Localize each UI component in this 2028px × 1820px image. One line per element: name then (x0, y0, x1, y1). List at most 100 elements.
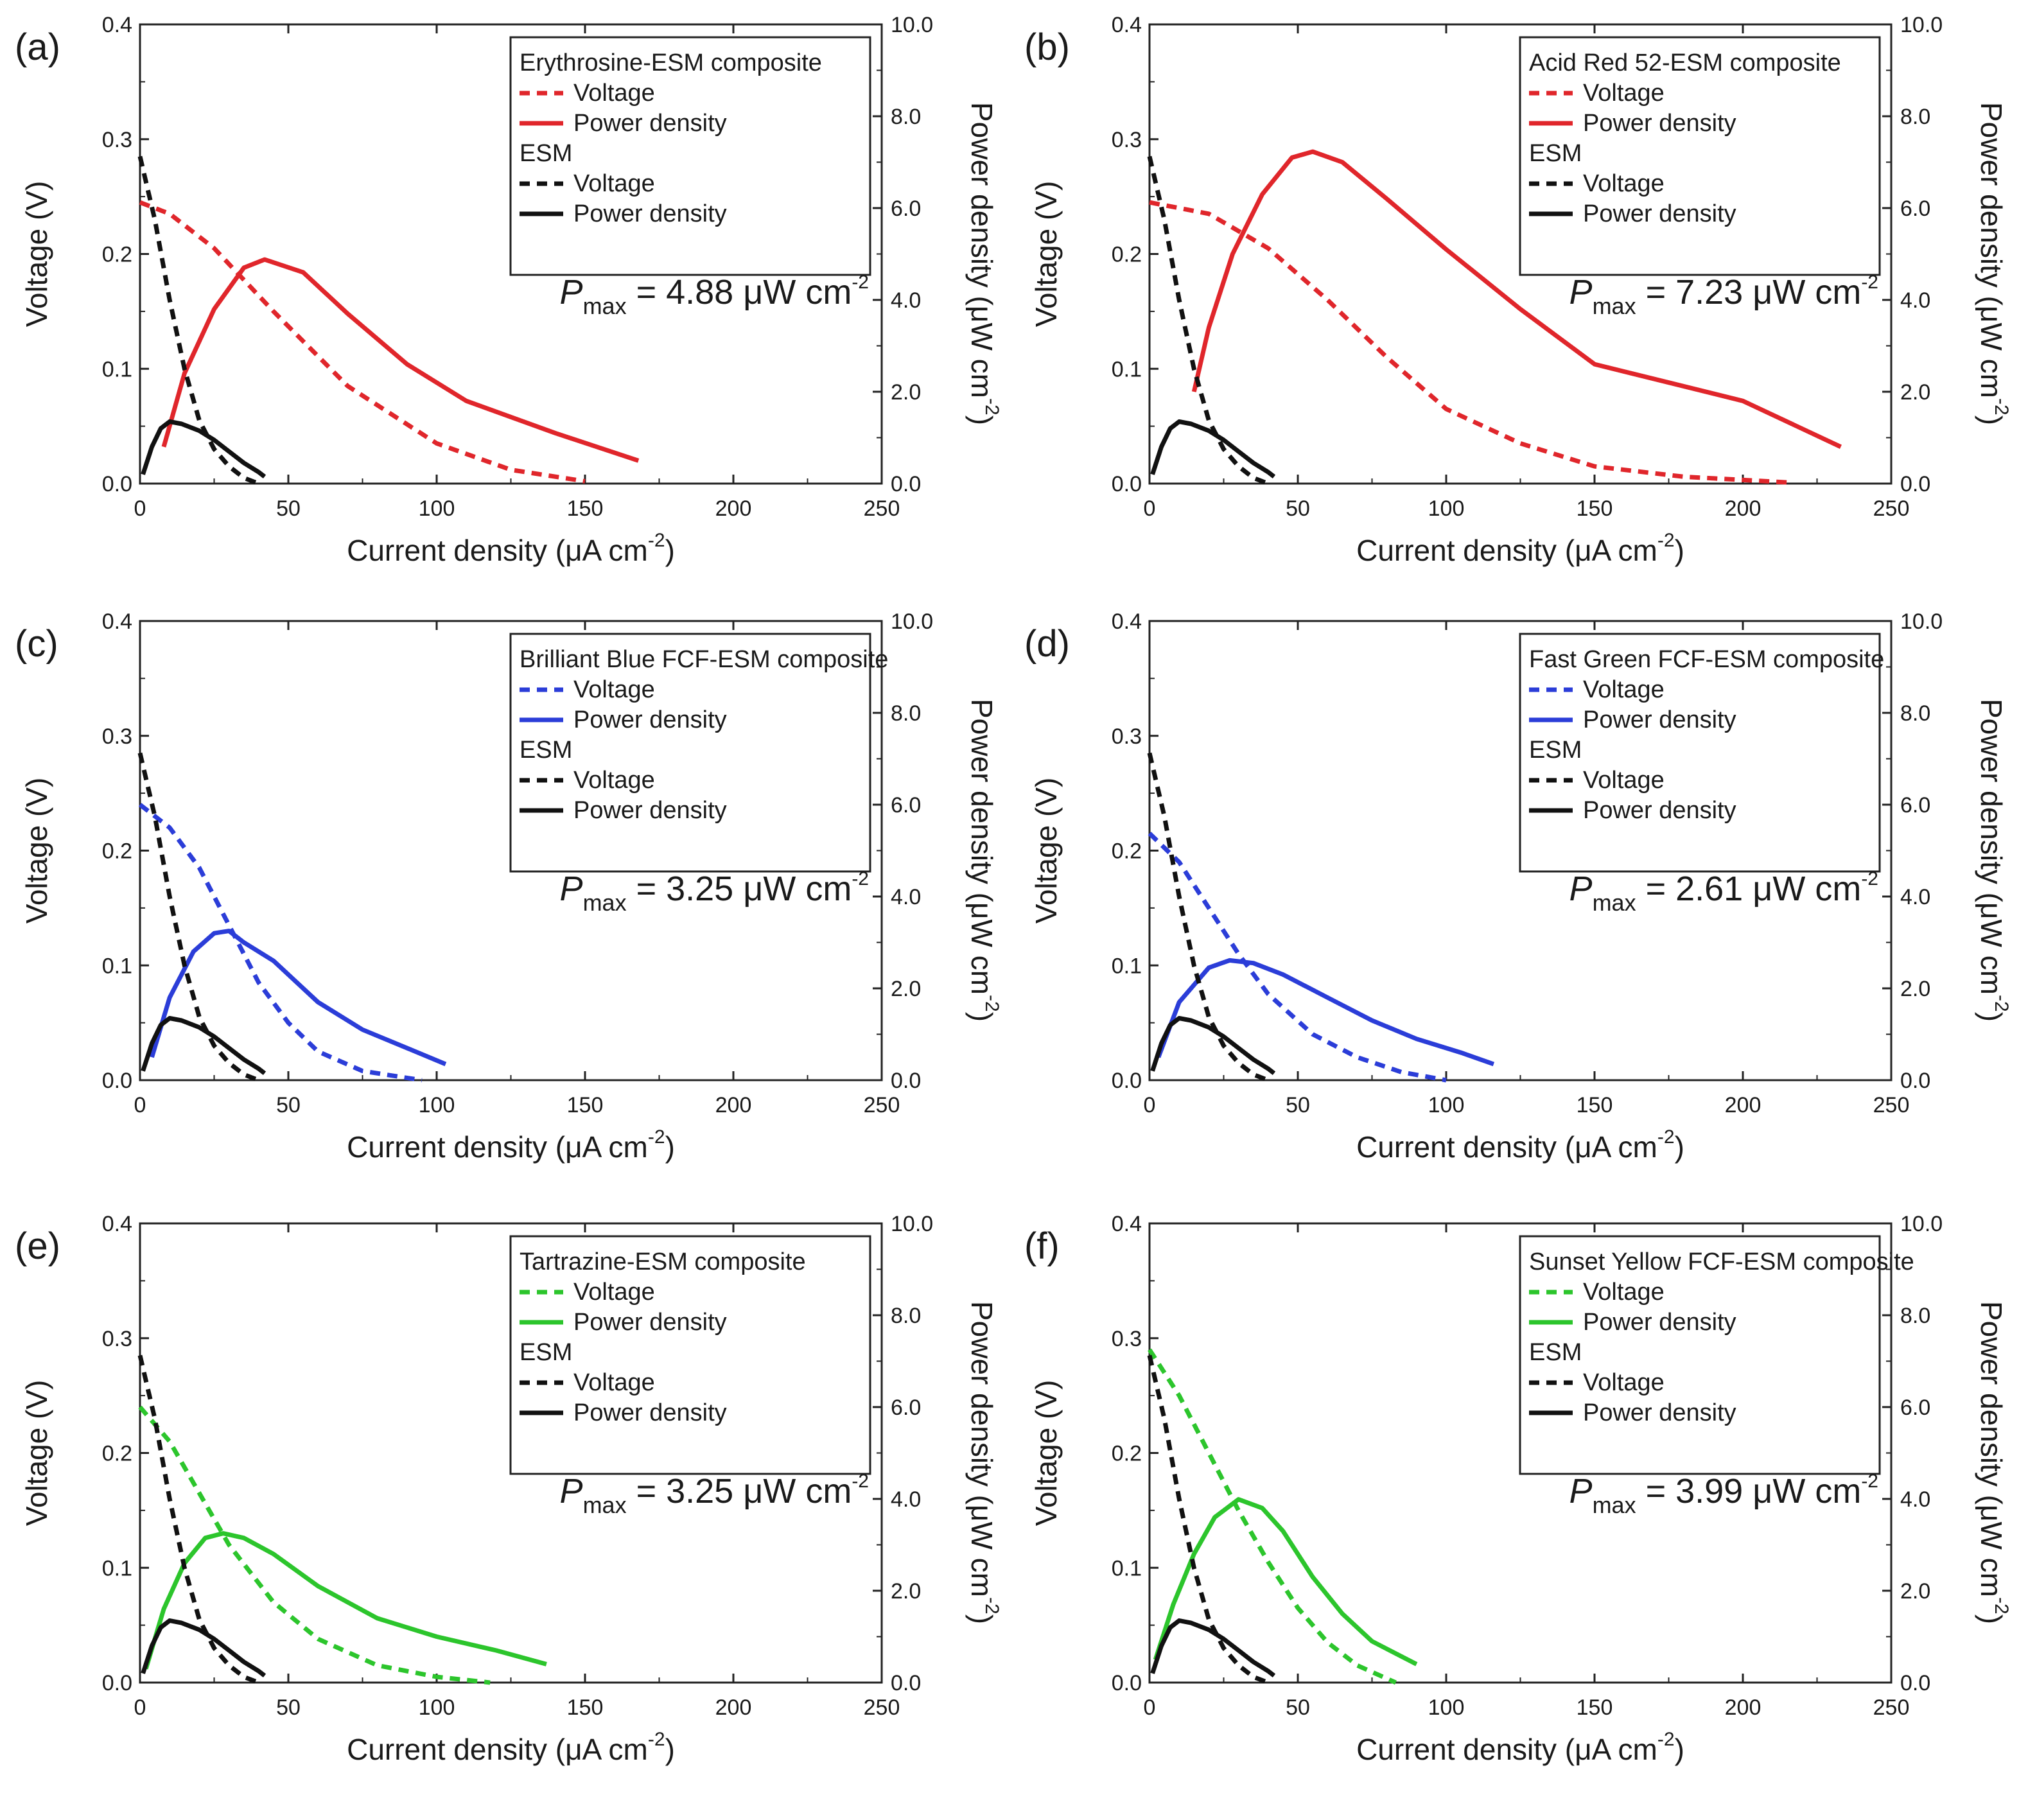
x-axis-title-end: ) (665, 1733, 675, 1766)
x-tick-label: 50 (1286, 1093, 1310, 1117)
pmax-symbol: P (1569, 1472, 1593, 1510)
y-left-tick-label: 0.4 (102, 13, 132, 37)
x-axis-title-end: ) (1675, 1130, 1684, 1164)
series-esm-voltage (137, 155, 260, 486)
x-axis-title: Current density (μA cm-2) (347, 1729, 675, 1766)
x-tick-label: 0 (1144, 1093, 1156, 1117)
y-right-tick-label: 4.0 (1900, 1487, 1930, 1512)
legend-esm-power-label: Power density (1583, 1399, 1736, 1426)
legend: Acid Red 52-ESM compositeESMVoltagePower… (1519, 36, 1881, 276)
y-right-axis-title-main: Power density (μW cm (1975, 699, 2008, 995)
pmax-value: = 7.23 (1636, 273, 1753, 311)
series-esm-voltage (1147, 155, 1270, 486)
y-right-tick-label: 6.0 (891, 1396, 921, 1420)
y-left-axis-title: Voltage (V) (20, 181, 53, 328)
y-left-tick-label: 0.4 (1112, 609, 1142, 634)
pmax-unit-sup: -2 (852, 272, 869, 293)
x-tick-label: 50 (1286, 496, 1310, 521)
x-axis-title: Current density (μA cm-2) (1356, 1126, 1684, 1164)
x-tick-label: 50 (276, 496, 301, 521)
legend-esm-voltage-label: Voltage (573, 170, 655, 197)
panel-label: (d) (1024, 623, 1070, 665)
x-axis-title-sup: -2 (648, 530, 665, 551)
y-left-tick-label: 0.0 (1112, 472, 1142, 496)
y-right-axis-title: Power density (μW cm-2) (965, 1301, 1002, 1624)
pmax-value: = 3.25 (627, 870, 744, 908)
y-right-axis-title: Power density (μW cm-2) (965, 699, 1002, 1022)
pmax-unit-sup: -2 (852, 1471, 869, 1492)
y-right-tick-label: 0.0 (891, 1671, 921, 1695)
y-left-tick-label: 0.3 (102, 128, 132, 152)
pmax-subscript: max (583, 293, 627, 319)
series-esm-power-density (1150, 1618, 1276, 1678)
pmax-symbol: P (560, 273, 583, 311)
series-composite-voltage (1148, 1348, 1397, 1685)
y-right-tick-label: 2.0 (891, 380, 921, 405)
pmax-value: = 2.61 (1636, 870, 1753, 908)
x-axis-title: Current density (μA cm-2) (1356, 1729, 1684, 1766)
pmax-subscript: max (583, 889, 627, 916)
pmax-annotation: Pmax = 2.61 μW cm-2 (1569, 868, 1878, 916)
x-tick-label: 250 (864, 496, 900, 521)
y-right-axis-title-end: ) (1975, 416, 2008, 425)
x-axis-title: Current density (μA cm-2) (347, 1126, 675, 1164)
pmax-annotation: Pmax = 7.23 μW cm-2 (1569, 272, 1878, 319)
x-axis-title-sup: -2 (648, 1126, 665, 1148)
x-axis-title-main: Current density (μA cm (347, 534, 648, 567)
x-tick-label: 50 (1286, 1695, 1310, 1720)
y-left-axis-title: Voltage (V) (1029, 181, 1063, 328)
y-left-tick-label: 0.3 (1112, 724, 1142, 749)
x-tick-label: 200 (1725, 1695, 1761, 1720)
series-composite-power-density (1153, 1497, 1418, 1667)
y-right-axis-title-main: Power density (μW cm (1975, 1301, 2008, 1597)
y-left-tick-label: 0.4 (1112, 13, 1142, 37)
y-right-tick-label: 8.0 (1900, 1304, 1930, 1328)
y-right-axis-title-main: Power density (μW cm (965, 102, 999, 398)
y-left-tick-label: 0.2 (102, 1442, 132, 1466)
legend: Tartrazine-ESM compositeESMVoltagePower … (509, 1235, 871, 1475)
y-left-tick-label: 0.0 (1112, 1671, 1142, 1695)
x-axis-title-main: Current density (μA cm (347, 1130, 648, 1164)
y-right-tick-label: 6.0 (891, 197, 921, 221)
x-axis-title-sup: -2 (648, 1729, 665, 1750)
x-tick-label: 150 (1577, 1695, 1613, 1720)
y-right-axis-title-main: Power density (μW cm (965, 699, 999, 995)
panel-d: 0 50 100 150 200 2500.00.10.20.30.40.02.04.06… (1024, 609, 2012, 1164)
legend-box (1519, 36, 1881, 276)
y-left-tick-label: 0.4 (1112, 1212, 1142, 1236)
y-left-tick-label: 0.2 (1112, 839, 1142, 864)
legend-composite-title: Tartrazine-ESM composite (520, 1248, 806, 1275)
pmax-value: = 4.88 (627, 273, 744, 311)
x-tick-label: 50 (276, 1695, 301, 1720)
y-right-axis-title-main: Power density (μW cm (1975, 102, 2008, 398)
legend-composite-title: Acid Red 52-ESM composite (1529, 49, 1841, 76)
series-composite-power-density (161, 257, 640, 463)
legend-composite-title: Brilliant Blue FCF-ESM composite (520, 646, 888, 673)
y-right-tick-label: 10.0 (1900, 1212, 1943, 1236)
panel-label: (b) (1024, 26, 1070, 68)
x-tick-label: 150 (567, 496, 604, 521)
y-left-tick-label: 0.1 (1112, 954, 1142, 978)
legend-composite-power-label: Power density (573, 110, 727, 137)
y-right-axis-title: Power density (μW cm-2) (1975, 699, 2012, 1022)
x-axis-title: Current density (μA cm-2) (1356, 530, 1684, 567)
legend-box (1519, 633, 1881, 873)
legend-composite-voltage-label: Voltage (1583, 1279, 1665, 1306)
x-tick-label: 0 (134, 1093, 146, 1117)
series-esm-power-density (141, 1618, 267, 1678)
legend-box (509, 633, 871, 873)
y-right-tick-label: 6.0 (1900, 197, 1930, 221)
y-left-tick-label: 0.4 (102, 609, 132, 634)
panel-label: (c) (15, 623, 58, 665)
y-right-tick-label: 4.0 (891, 288, 921, 313)
y-right-tick-label: 10.0 (1900, 609, 1943, 634)
pmax-subscript: max (583, 1492, 627, 1518)
y-left-axis-title: Voltage (V) (20, 1380, 53, 1527)
panel-a: 0 50 100 150 200 2500.00.10.20.30.40.02.04.06… (15, 13, 1002, 567)
y-left-tick-label: 0.0 (102, 472, 132, 496)
series-esm-voltage (1147, 1354, 1270, 1685)
x-tick-label: 0 (134, 496, 146, 521)
series-composite-voltage (139, 200, 586, 484)
y-right-axis-title-sup: -2 (1991, 1597, 2012, 1614)
pmax-annotation: Pmax = 4.88 μW cm-2 (560, 272, 869, 319)
